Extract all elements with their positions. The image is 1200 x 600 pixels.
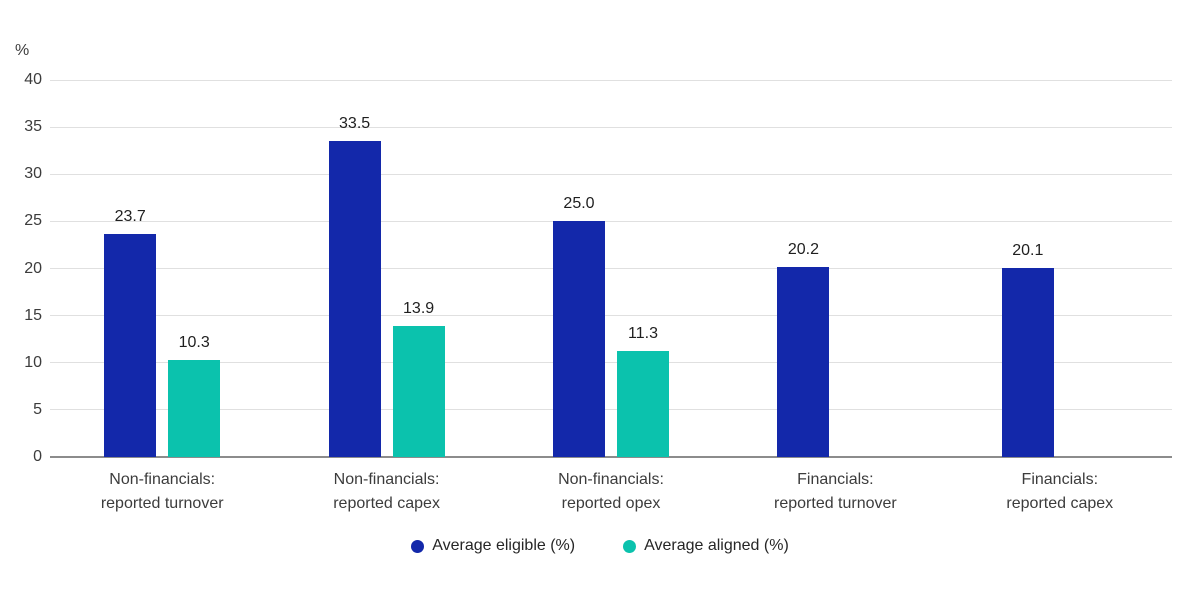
- bar-value-label: 10.3: [178, 333, 210, 351]
- gridline: [50, 268, 1172, 269]
- gridline: [50, 362, 1172, 364]
- legend: Average eligible (%) Average aligned (%): [0, 537, 1200, 555]
- gridline: [50, 173, 1172, 175]
- legend-label: Average eligible (%): [432, 537, 576, 554]
- x-axis-label: Non-financials: reported opex: [558, 471, 664, 512]
- y-tick-label: 10: [24, 353, 42, 371]
- bar-value-label: 11.3: [628, 324, 658, 342]
- x-axis-line: [50, 456, 1172, 458]
- gridline: [50, 409, 1172, 411]
- bar-eligible: [553, 221, 605, 457]
- legend-label: Average aligned (%): [644, 537, 789, 554]
- bar-eligible: [1001, 267, 1054, 457]
- x-axis-label: Non-financials: reported capex: [333, 471, 440, 512]
- bar-aligned: [168, 359, 221, 457]
- plot-area: 23.7 10.3 33.5 13.9 25.0 11.3 20.2 20.1: [50, 79, 1172, 458]
- x-axis-label: Financials: reported turnover: [774, 471, 897, 512]
- y-tick-label: 40: [24, 71, 42, 88]
- bar-value-label: 25.0: [563, 195, 595, 213]
- bar-eligible: [328, 141, 381, 457]
- x-axis-label: Financials: reported capex: [1006, 471, 1114, 512]
- bar-value-label: 20.1: [1012, 241, 1044, 259]
- y-tick-label: 25: [24, 212, 42, 230]
- y-tick-label: 0: [33, 448, 42, 465]
- gridline: [50, 315, 1172, 317]
- legend-item: Average aligned (%): [623, 537, 789, 555]
- bar-eligible: [104, 233, 157, 457]
- x-axis-label: Non-financials: reported turnover: [100, 471, 224, 512]
- bar-value-label: 33.5: [339, 115, 371, 133]
- gridline: [50, 126, 1172, 128]
- legend-swatch-icon: [623, 539, 637, 553]
- y-tick-label: 30: [24, 165, 42, 183]
- bar-eligible: [777, 266, 830, 457]
- y-tick-label: 35: [24, 118, 42, 136]
- legend-item: Average eligible (%): [411, 537, 575, 555]
- legend-swatch-icon: [411, 539, 425, 553]
- y-tick-label: 5: [33, 400, 42, 418]
- gridline: [50, 220, 1172, 222]
- y-tick-label: 15: [24, 306, 42, 324]
- bar-value-label: 20.2: [787, 240, 819, 258]
- bar-value-label: 13.9: [403, 300, 435, 317]
- y-tick-label: 20: [24, 259, 42, 277]
- bar-aligned: [617, 350, 669, 457]
- gridline: [50, 79, 1172, 81]
- bar-value-label: 23.7: [114, 207, 146, 225]
- bar-aligned: [392, 326, 445, 457]
- y-axis-unit-label: %: [15, 42, 30, 59]
